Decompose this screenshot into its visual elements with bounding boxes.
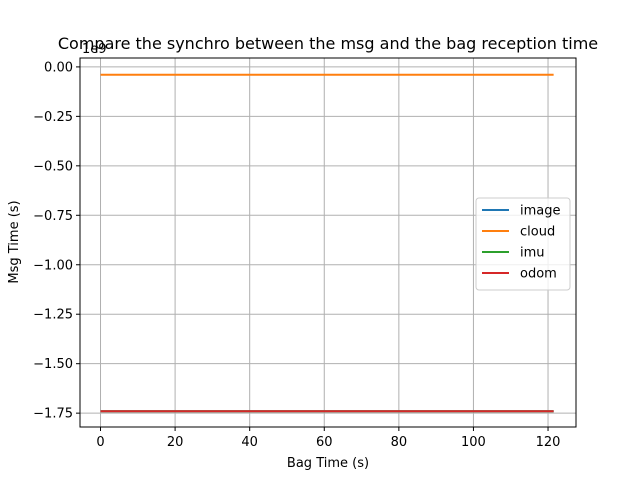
- y-tick-label: −1.25: [33, 308, 73, 323]
- x-tick-label: 120: [536, 435, 561, 450]
- y-tick-label: −1.00: [33, 258, 73, 273]
- legend-label-imu: imu: [520, 246, 545, 261]
- chart-title: Compare the synchro between the msg and …: [58, 34, 598, 53]
- y-tick-label: −0.75: [33, 209, 73, 224]
- x-tick-label: 40: [241, 435, 258, 450]
- y-offset-label: 1e9: [82, 42, 107, 57]
- y-axis-label: Msg Time (s): [7, 200, 22, 283]
- legend-box: [475, 197, 571, 291]
- series-layer: [100, 73, 554, 413]
- y-tick-label: −1.50: [33, 357, 73, 372]
- x-tick-label: 20: [167, 435, 184, 450]
- legend-label-odom: odom: [520, 267, 557, 282]
- legend-label-cloud: cloud: [520, 225, 555, 240]
- legend-label-image: image: [520, 204, 561, 219]
- tick-layer: 0 20 40 60 80 100 120 0.00 −0.25 −0.50 −0.75 −1.00 −…: [33, 60, 560, 450]
- x-tick-label: 100: [461, 435, 486, 450]
- plot-frame: [79, 57, 577, 428]
- y-tick-label: −0.25: [33, 110, 73, 125]
- y-tick-label: −1.75: [33, 407, 73, 422]
- y-tick-label: −0.50: [33, 159, 73, 174]
- y-tick-label: 0.00: [44, 60, 73, 75]
- x-tick-label: 80: [391, 435, 408, 450]
- x-tick-label: 60: [316, 435, 333, 450]
- x-tick-label: 0: [96, 435, 104, 450]
- x-axis-label: Bag Time (s): [287, 456, 369, 471]
- legend: image cloud imu odom: [475, 197, 571, 291]
